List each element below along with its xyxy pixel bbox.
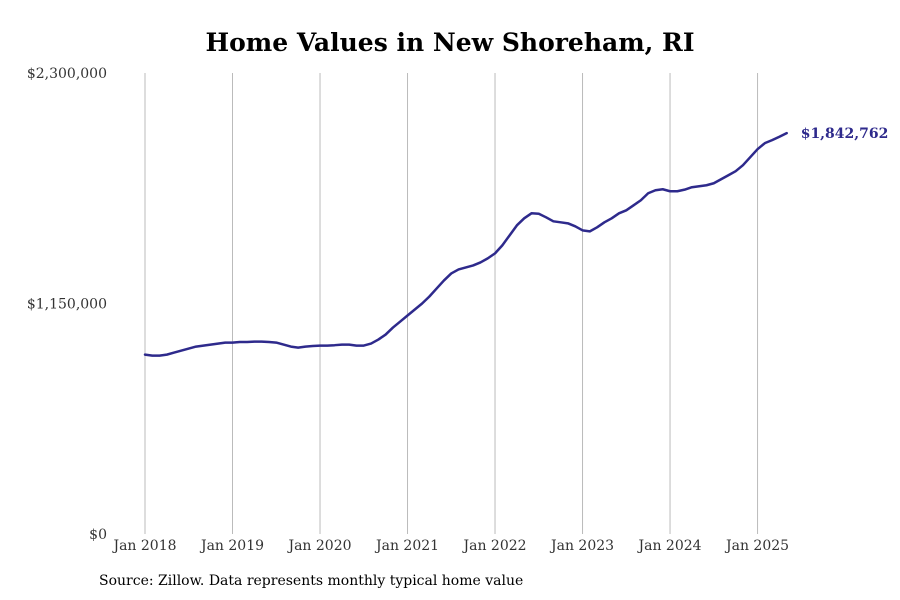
x-tick-label: Jan 2018 bbox=[111, 538, 176, 554]
x-axis-tick-labels: Jan 2018 Jan 2019 Jan 2020 Jan 2021 Jan 2022… bbox=[111, 538, 789, 554]
source-note: Source: Zillow. Data represents monthly … bbox=[99, 573, 524, 589]
y-tick-label: $1,150,000 bbox=[27, 297, 107, 313]
end-value-label: $1,842,762 bbox=[801, 126, 889, 142]
end-value-label-layer: $1,842,762 bbox=[801, 126, 889, 142]
y-tick-label: $0 bbox=[89, 527, 107, 543]
chart-title: Home Values in New Shoreham, RI bbox=[205, 28, 695, 57]
x-tick-label: Jan 2024 bbox=[637, 538, 702, 554]
x-tick-label: Jan 2025 bbox=[724, 538, 789, 554]
x-tick-label: Jan 2021 bbox=[374, 538, 439, 554]
grid-lines bbox=[144, 73, 759, 534]
x-tick-label: Jan 2022 bbox=[461, 538, 526, 554]
y-tick-label: $2,300,000 bbox=[27, 66, 107, 82]
x-tick-label: Jan 2019 bbox=[199, 538, 264, 554]
y-axis-tick-labels: $0 $1,150,000 $2,300,000 bbox=[27, 66, 107, 543]
series-layer bbox=[143, 131, 788, 357]
x-tick-label: Jan 2020 bbox=[286, 538, 351, 554]
series-line bbox=[143, 131, 788, 357]
x-tick-label: Jan 2023 bbox=[549, 538, 614, 554]
